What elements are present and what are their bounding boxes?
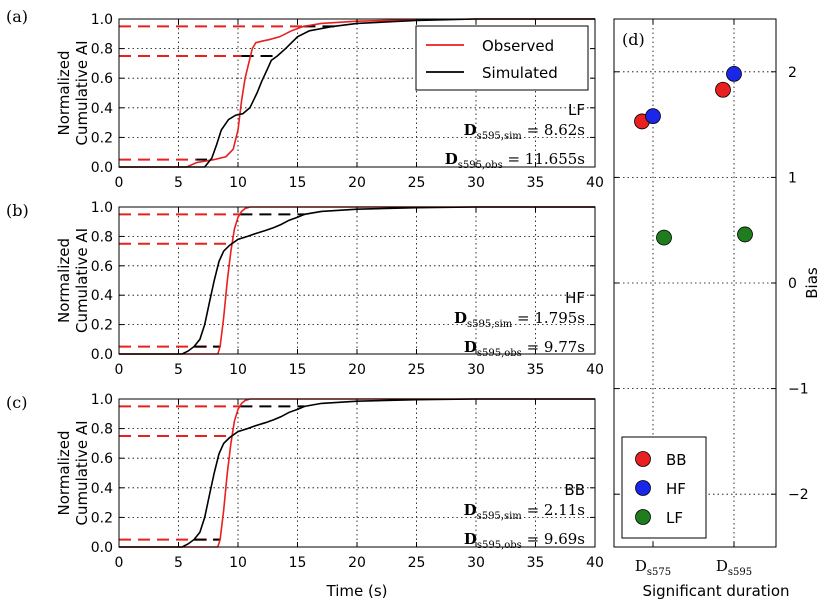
y-axis-label: Bias — [803, 267, 821, 299]
y-tick-label: 0.0 — [91, 160, 113, 176]
x-category-label: Ds595 — [716, 557, 752, 578]
panel-d: 2 1 0 −1 −2 Bias Ds575 Ds595 Significant duratio… — [613, 18, 821, 600]
x-tick-label: 0 — [115, 175, 124, 191]
legend-marker — [635, 451, 651, 467]
y-tick-label: 0.2 — [91, 510, 113, 526]
panel-c: 0 5 10 15 20 25 30 35 40 0.0 0.2 0.4 0.6 0.8 1.0Normal… — [6, 392, 604, 600]
y-tick-label: 0.2 — [91, 130, 113, 146]
panel-a: 0 5 10 15 20 25 30 35 40 0.0 0.2 0.4 0.6 0.8 1.0Normal… — [6, 7, 604, 191]
legend-label: HF — [666, 480, 686, 498]
annotation-band-label: LF — [568, 101, 585, 119]
y-tick-label: 0.6 — [91, 259, 113, 275]
x-tick-label: 5 — [174, 175, 183, 191]
y-tick-label: −1 — [788, 382, 809, 398]
x-axis-label: Time (s) — [326, 582, 388, 600]
x-tick-label: 35 — [527, 175, 545, 191]
legend-box — [415, 25, 589, 91]
annotation-obs-duration: Ds595,obs = 9.69s — [464, 530, 585, 551]
panel-b: 0 5 10 15 20 25 30 35 40 0.0 0.2 0.4 0.6 0.8 1.0Normal… — [6, 200, 604, 378]
x-tick-label: 40 — [586, 175, 604, 191]
plot-frame — [118, 398, 596, 548]
x-tick-label: 30 — [467, 362, 485, 378]
y-tick-label: 0.4 — [91, 101, 113, 117]
legend-marker — [635, 509, 651, 525]
x-tick-label: 20 — [348, 362, 366, 378]
y-tick-label: 0.2 — [91, 318, 113, 334]
x-tick-label: 5 — [174, 555, 183, 571]
point-lf — [656, 229, 672, 246]
series-observed-line — [119, 398, 595, 548]
y-tick-label: 2 — [788, 65, 797, 81]
x-tick-label: 15 — [289, 175, 307, 191]
panel-letter: (c) — [6, 393, 27, 412]
x-tick-label: 40 — [586, 362, 604, 378]
x-tick-label: 0 — [115, 362, 124, 378]
x-tick-label: 10 — [229, 555, 247, 571]
panel-letter: (d) — [622, 30, 645, 49]
point-hf — [645, 108, 661, 125]
legend-label: Simulated — [482, 64, 558, 82]
series-simulated-line — [119, 206, 595, 355]
y-tick-label: 0.0 — [91, 347, 113, 363]
x-tick-label: 15 — [289, 555, 307, 571]
x-tick-label: 5 — [174, 362, 183, 378]
legend-label: BB — [666, 451, 687, 469]
y-tick-label: 1 — [788, 170, 797, 186]
x-tick-label: 25 — [408, 362, 426, 378]
x-tick-label: 10 — [229, 175, 247, 191]
annotation-obs-duration: Ds595,obs = 9.77s — [464, 338, 585, 359]
annotation-sim-duration: Ds595,sim = 8.62s — [464, 121, 585, 142]
x-tick-label: 25 — [408, 555, 426, 571]
legend-label: Observed — [482, 37, 554, 55]
x-tick-label: 40 — [586, 555, 604, 571]
x-tick-label: 35 — [527, 555, 545, 571]
x-tick-label: 20 — [348, 555, 366, 571]
y-tick-label: 0.6 — [91, 451, 113, 467]
point-lf — [737, 226, 753, 243]
y-axis-label: NormalizedCumulative AI — [55, 420, 91, 525]
y-tick-label: −2 — [788, 487, 809, 503]
series-observed-line — [119, 18, 595, 168]
panel-letter: (b) — [6, 201, 29, 220]
y-axis-label: NormalizedCumulative AI — [55, 40, 91, 145]
y-tick-label: 1.0 — [91, 200, 113, 216]
y-tick-label: 0.6 — [91, 71, 113, 87]
y-tick-label: 0.4 — [91, 288, 113, 304]
annotation-band-label: BB — [564, 481, 585, 499]
x-tick-label: 30 — [467, 555, 485, 571]
annotation-sim-duration: Ds595,sim = 1.795s — [454, 309, 585, 330]
y-tick-label: 0 — [788, 276, 797, 292]
y-tick-label: 0.8 — [91, 422, 113, 438]
legend-box — [621, 436, 707, 539]
x-tick-label: 0 — [115, 555, 124, 571]
x-tick-label: 15 — [289, 362, 307, 378]
y-axis-label: NormalizedCumulative AI — [55, 228, 91, 333]
y-tick-label: 0.8 — [91, 42, 113, 58]
x-tick-label: 10 — [229, 362, 247, 378]
legend-marker — [635, 480, 651, 496]
series-simulated-line — [119, 398, 595, 548]
point-bb — [715, 81, 731, 98]
y-tick-label: 0.4 — [91, 481, 113, 497]
point-hf — [726, 66, 742, 82]
annotation-sim-duration: Ds595,sim = 2.11s — [464, 501, 585, 522]
annotation-band-label: HF — [565, 289, 585, 307]
y-tick-label: 0.0 — [91, 540, 113, 556]
x-category-label: Ds575 — [635, 557, 671, 578]
series-observed-line — [119, 206, 595, 355]
x-tick-label: 25 — [408, 175, 426, 191]
y-tick-label: 0.8 — [91, 229, 113, 245]
y-tick-label: 1.0 — [91, 12, 113, 28]
y-tick-label: 1.0 — [91, 392, 113, 408]
x-tick-label: 30 — [467, 175, 485, 191]
x-tick-label: 35 — [527, 362, 545, 378]
panel-letter: (a) — [6, 7, 28, 26]
x-tick-label: 20 — [348, 175, 366, 191]
annotation-obs-duration: Ds595,obs = 11.655s — [445, 150, 585, 171]
x-axis-label: Significant duration — [642, 582, 789, 600]
legend-label: LF — [666, 509, 683, 527]
series-simulated-line — [119, 18, 595, 168]
